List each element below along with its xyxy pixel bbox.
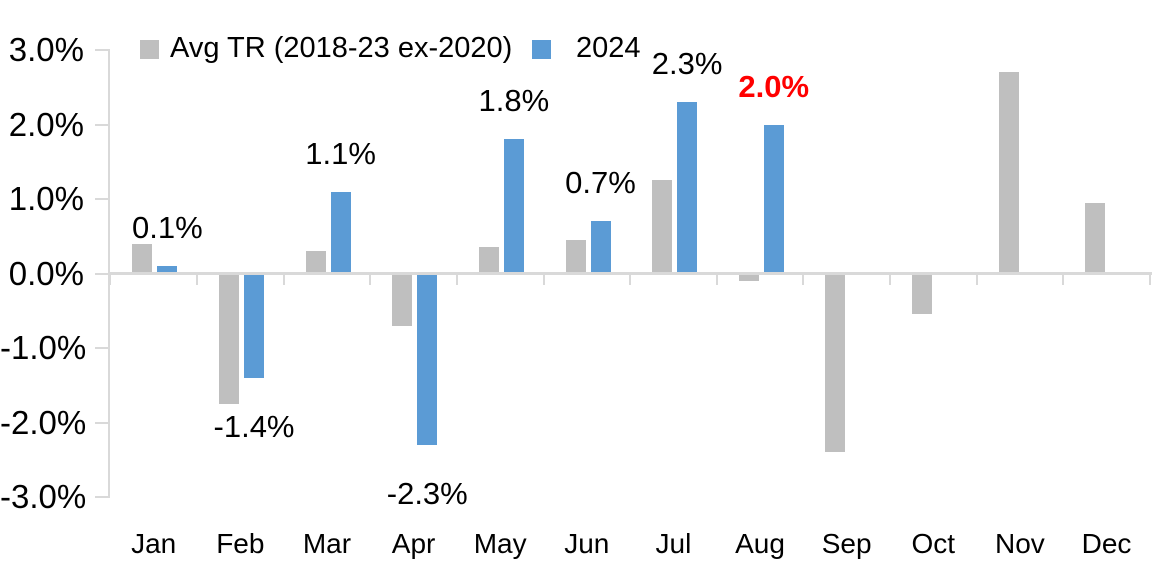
y-axis-tick [95, 347, 110, 349]
bar-avg-tr-may [478, 247, 499, 274]
x-axis-tick [802, 275, 805, 285]
bar-2024-feb [244, 273, 265, 378]
x-axis-tick [975, 275, 978, 285]
x-label-jan: Jan [131, 528, 177, 559]
bar-avg-tr-mar [305, 251, 326, 274]
x-label-dec: Dec [1081, 528, 1132, 559]
bar-avg-tr-apr [392, 273, 413, 326]
x-label-feb: Feb [216, 528, 265, 559]
x-axis-tick [1062, 275, 1065, 285]
legend-swatch-2024 [532, 40, 551, 59]
y-tick-label--2.0: -2.0% [0, 403, 87, 441]
x-label-apr: Apr [391, 528, 436, 559]
bar-avg-tr-oct [911, 273, 932, 315]
x-axis-tick [455, 275, 458, 285]
x-axis-tick [282, 275, 285, 285]
x-axis-tick [542, 275, 545, 285]
data-label-aug: 2.0% [738, 68, 810, 104]
y-tick-label-1.0: 1.0% [8, 180, 84, 217]
y-axis-tick [95, 421, 110, 424]
data-label-may: 1.8% [478, 83, 550, 119]
bar-2024-jun [590, 221, 611, 274]
x-label-aug: Aug [735, 528, 785, 559]
y-tick-label--1.0: -1.0% [0, 329, 87, 366]
y-tick-label-3.0: 3.0% [8, 31, 84, 68]
x-label-may: May [473, 528, 527, 559]
bar-avg-tr-sep [825, 273, 846, 453]
x-axis-tick [369, 275, 372, 285]
data-label-feb: -1.4% [213, 408, 295, 444]
bar-2024-apr [417, 273, 438, 445]
bar-2024-aug [763, 124, 784, 274]
bar-avg-tr-jan [132, 243, 153, 274]
x-label-jun: Jun [564, 528, 610, 559]
x-label-sep: Sep [821, 528, 872, 559]
bar-avg-tr-aug [738, 273, 759, 281]
data-label-jan: 0.1% [132, 210, 203, 246]
data-label-mar: 1.1% [305, 135, 376, 171]
data-label-jun: 0.7% [565, 165, 636, 201]
legend-label-avg-tr: Avg TR (2018-23 ex-2020) [170, 32, 513, 64]
x-axis-tick [196, 275, 199, 285]
bar-avg-tr-feb [219, 273, 240, 404]
y-axis-tick [95, 123, 110, 126]
bar-avg-tr-jul [652, 180, 673, 274]
y-axis-tick [95, 49, 110, 51]
y-axis-tick [95, 272, 110, 275]
y-tick-label-0.0: 0.0% [8, 254, 84, 292]
bar-2024-may [503, 139, 524, 274]
x-label-mar: Mar [302, 528, 352, 559]
x-axis-tick [888, 275, 891, 285]
bar-2024-jul [677, 102, 698, 274]
x-axis-tick [109, 275, 112, 285]
x-axis-zero-line [108, 272, 1152, 275]
x-label-nov: Nov [995, 528, 1045, 559]
y-tick-label-2.0: 2.0% [8, 105, 84, 143]
data-label-apr: -2.3% [386, 475, 468, 511]
bar-2024-jan [157, 266, 178, 274]
x-label-oct: Oct [911, 528, 956, 559]
legend-label-2024: 2024 [576, 32, 641, 64]
x-axis-tick [715, 275, 718, 285]
x-label-jul: Jul [655, 528, 692, 559]
legend-swatch-avg-tr [140, 40, 159, 59]
bar-avg-tr-jun [565, 239, 586, 274]
x-axis-tick [1148, 275, 1151, 285]
x-axis-tick [629, 275, 632, 285]
bar-avg-tr-nov [998, 72, 1019, 274]
bar-2024-mar [330, 191, 351, 274]
data-label-jul: 2.3% [651, 46, 723, 82]
y-tick-label--3.0: -3.0% [0, 478, 87, 515]
y-axis-tick [95, 496, 110, 498]
y-axis-tick [95, 198, 110, 200]
bar-avg-tr-dec [1085, 202, 1106, 274]
